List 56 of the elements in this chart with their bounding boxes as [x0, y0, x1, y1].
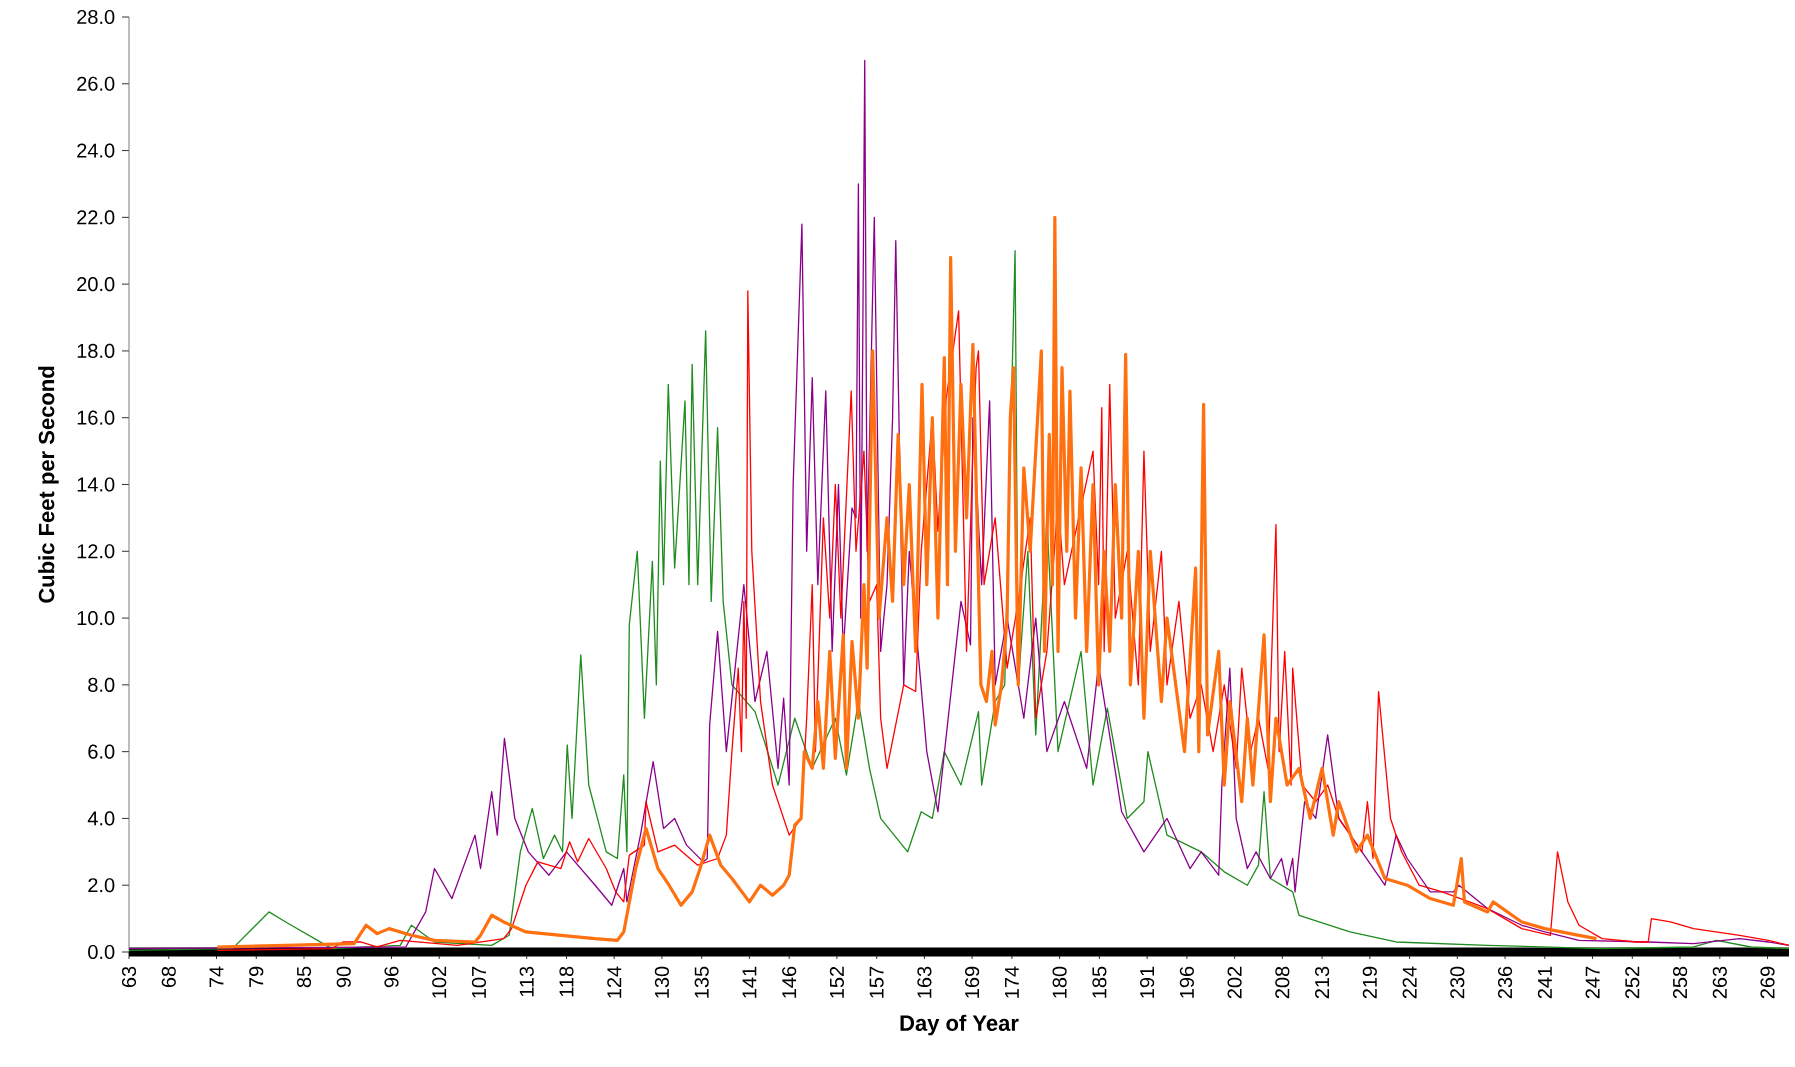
x-tick-label: 213	[1315, 966, 1330, 999]
x-tick-label: 230	[1450, 966, 1465, 999]
x-tick-label: 107	[471, 966, 487, 998]
x-tick-label: 247	[1585, 966, 1600, 999]
x-tick-label: 68	[161, 966, 176, 988]
x-tick-label: 163	[917, 966, 932, 998]
y-tick-label: 20.0	[77, 277, 115, 292]
x-tick-label: 269	[1760, 966, 1775, 999]
x-tick-label: 152	[829, 966, 844, 998]
x-tick-label: 263	[1712, 966, 1727, 999]
x-tick-label: 96	[384, 966, 399, 988]
y-tick-label: 28.0	[77, 9, 115, 25]
y-tick-label: 26.0	[77, 76, 115, 91]
x-tick-label: 252	[1625, 966, 1640, 999]
x-tick-label: 85	[296, 966, 312, 988]
x-tick-label: 146	[782, 966, 797, 998]
y-tick-label: 14.0	[77, 477, 115, 492]
x-tick-label: 113	[519, 966, 534, 997]
y-tick-label: 2.0	[88, 878, 115, 893]
y-tick-label: 12.0	[77, 544, 115, 559]
x-tick-label: 90	[336, 966, 351, 988]
x-tick-label: 202	[1227, 966, 1242, 999]
x-tick-label: 185	[1092, 966, 1107, 998]
x-tick-label: 79	[249, 966, 264, 988]
x-tick-label: 118	[559, 966, 574, 997]
x-tick-label: 219	[1362, 966, 1377, 999]
y-tick-label: 4.0	[87, 811, 115, 826]
x-tick-label: 180	[1052, 966, 1067, 998]
y-tick-label: 6.0	[88, 744, 115, 759]
x-tick-label: 174	[1005, 966, 1019, 998]
x-tick-label: 224	[1402, 966, 1417, 999]
x-axis-title: Day of Year	[900, 1014, 1019, 1036]
y-tick-label: 18.0	[77, 343, 115, 359]
y-axis-title: Cubic Feet per Second	[38, 366, 59, 603]
x-tick-label: 124	[607, 966, 622, 998]
x-tick-label: 157	[869, 966, 884, 998]
y-tick-label: 16.0	[77, 410, 115, 425]
y-tick-label: 10.0	[77, 610, 115, 626]
x-tick-label: 258	[1672, 966, 1688, 999]
x-tick-label: 130	[654, 966, 670, 998]
x-tick-label: 191	[1140, 966, 1155, 998]
x-tick-label: 208	[1275, 966, 1290, 999]
line-series	[215, 215, 1599, 949]
x-tick-label: 63	[121, 966, 137, 988]
y-tick-label: 24.0	[77, 143, 115, 158]
x-tick-label: 141	[742, 966, 757, 998]
x-tick-label: 169	[965, 966, 980, 998]
x-tick-label: 102	[432, 966, 447, 998]
y-tick-label: 0.0	[88, 944, 115, 960]
x-tick-label: 196	[1179, 966, 1194, 998]
x-tick-label: 241	[1537, 966, 1552, 999]
y-tick-label: 8.0	[88, 677, 115, 692]
x-tick-label: 74	[209, 966, 224, 988]
x-tick-label: 135	[694, 966, 709, 998]
y-tick-label: 22.0	[77, 210, 115, 225]
x-tick-label: 236	[1497, 966, 1513, 999]
